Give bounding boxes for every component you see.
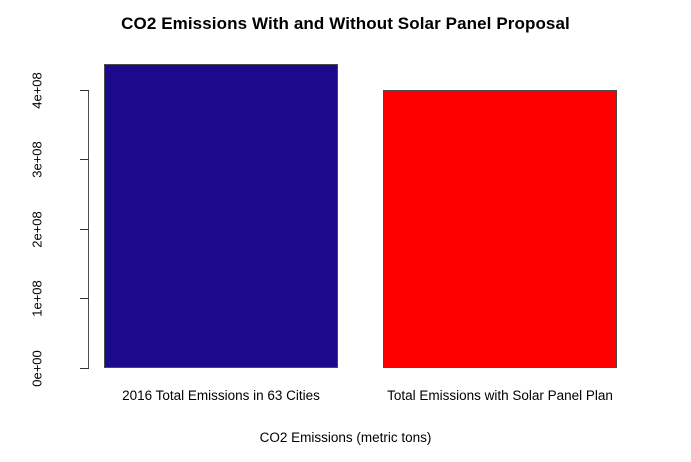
- y-tick-label-4: 4e+08: [29, 72, 45, 109]
- bar-total-emissions-solar-plan: [383, 90, 617, 368]
- y-tick-label-2: 2e+08: [29, 211, 45, 248]
- y-tick-mark-0: [80, 368, 89, 369]
- y-tick-mark-3: [80, 159, 89, 160]
- y-tick-label-0: 0e+00: [29, 350, 45, 387]
- x-axis-title: CO2 Emissions (metric tons): [259, 430, 432, 445]
- y-tick-label-1: 1e+08: [29, 280, 45, 317]
- y-tick-mark-1: [80, 298, 89, 299]
- x-category-label-1: Total Emissions with Solar Panel Plan: [387, 388, 613, 403]
- chart-title: CO2 Emissions With and Without Solar Pan…: [121, 14, 570, 33]
- y-tick-mark-4: [80, 90, 89, 91]
- y-tick-label-3: 3e+08: [29, 141, 45, 178]
- x-category-label-0: 2016 Total Emissions in 63 Cities: [122, 388, 320, 403]
- y-tick-mark-2: [80, 229, 89, 230]
- bar-2016-total-emissions: [104, 64, 338, 368]
